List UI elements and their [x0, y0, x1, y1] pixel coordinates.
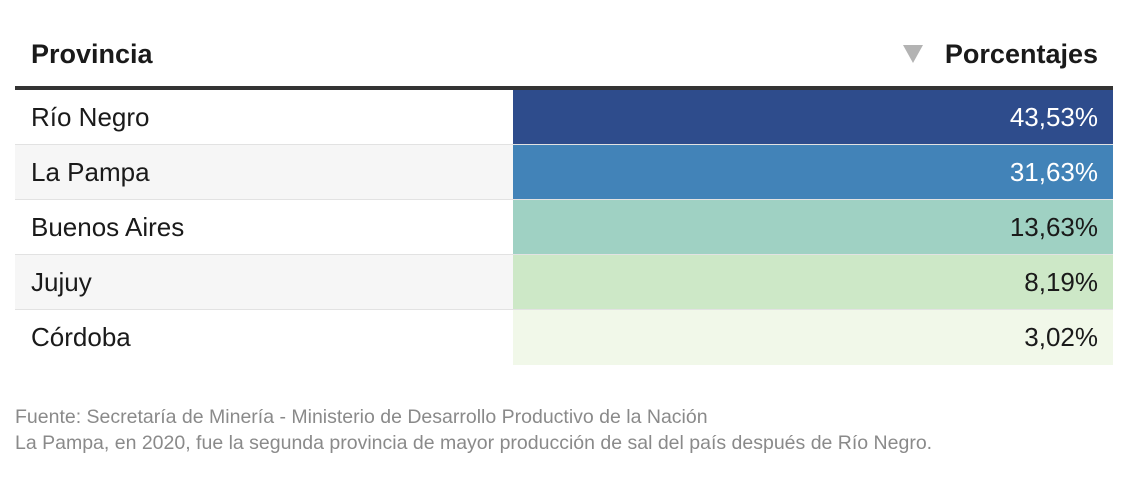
sort-desc-icon[interactable] — [902, 45, 923, 63]
header-porcentajes-cell[interactable]: Porcentajes — [529, 39, 1113, 70]
percentage-cell: 8,19% — [513, 255, 1113, 309]
table-body: Río Negro 43,53% La Pampa 31,63% Buenos … — [15, 90, 1113, 365]
table-row: Córdoba 3,02% — [15, 310, 1113, 365]
source-note: Fuente: Secretaría de Minería - Minister… — [15, 406, 708, 428]
province-name: Jujuy — [15, 255, 513, 309]
footer: Fuente: Secretaría de Minería - Minister… — [15, 404, 932, 456]
province-name: Río Negro — [15, 90, 513, 144]
percentage-cell: 3,02% — [513, 310, 1113, 365]
percentage-cell: 13,63% — [513, 200, 1113, 254]
province-name: Córdoba — [15, 310, 513, 365]
percentage-cell: 43,53% — [513, 90, 1113, 144]
caption-note: La Pampa, en 2020, fue la segunda provin… — [15, 432, 933, 454]
province-name: La Pampa — [15, 145, 513, 199]
header-provincia[interactable]: Provincia — [31, 38, 153, 69]
header-porcentajes: Porcentajes — [944, 38, 1098, 69]
table-row: Jujuy 8,19% — [15, 255, 1113, 310]
table-row: Buenos Aires 13,63% — [15, 200, 1113, 255]
data-table: Provincia Porcentajes Río Negro 43,53% L… — [15, 22, 1113, 365]
province-name: Buenos Aires — [15, 200, 513, 254]
table-row: Río Negro 43,53% — [15, 90, 1113, 145]
table-header: Provincia Porcentajes — [15, 22, 1113, 90]
percentage-cell: 31,63% — [513, 145, 1113, 199]
table-row: La Pampa 31,63% — [15, 145, 1113, 200]
